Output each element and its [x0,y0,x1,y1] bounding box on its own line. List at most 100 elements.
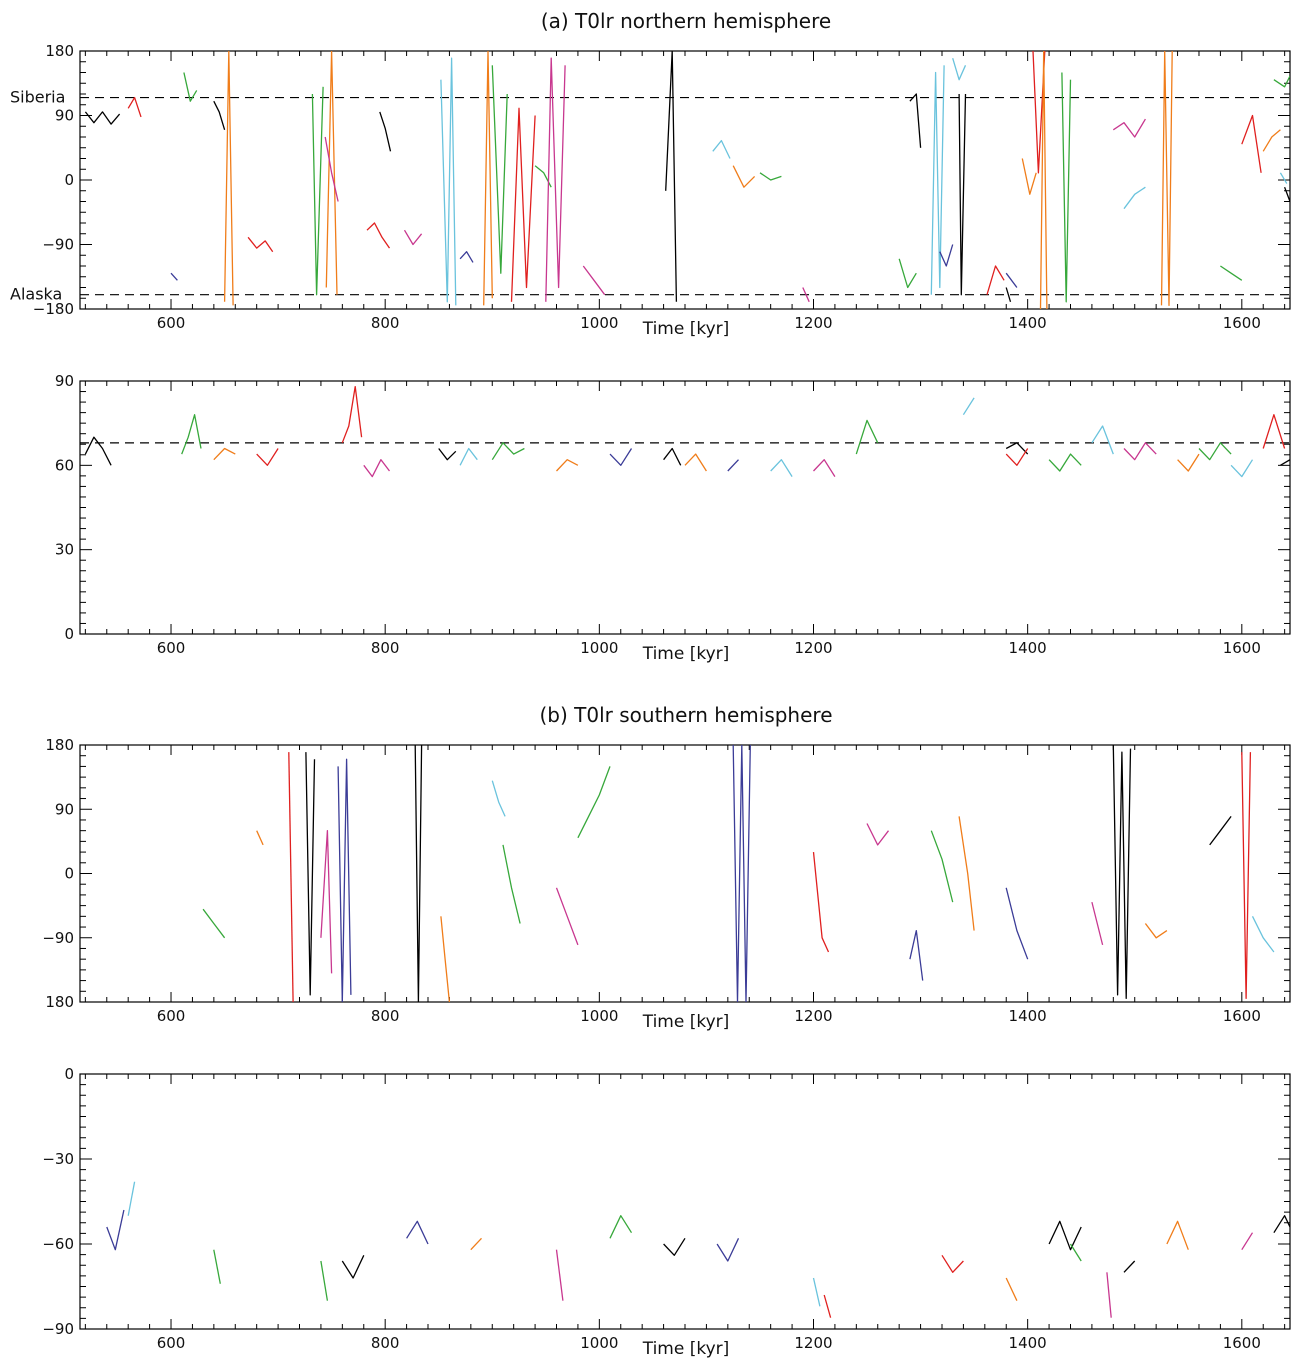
series-line-5 [962,397,975,416]
series-line-6 [727,459,739,472]
series-line-3 [1144,923,1168,939]
series-line-1 [1241,752,1252,1000]
series-line-5 [1251,916,1275,953]
series-line-0 [1005,287,1012,302]
series-line-0 [305,752,316,996]
series-line-6 [1005,887,1029,960]
series-line-5 [770,459,793,477]
series-line-4 [1112,118,1146,138]
series-line-0 [414,745,423,1002]
series-line-4 [1123,442,1157,461]
series-line-6 [939,244,954,267]
series-line-1 [823,1294,832,1318]
series-line-2 [491,65,508,274]
series-line-4 [1241,1232,1254,1251]
x-tick-label: 800 [371,314,400,332]
y-tick-label: 30 [55,541,74,559]
series-line-4 [582,265,606,296]
series-line-1 [127,96,142,118]
series-line-1 [986,265,1005,295]
series-line-5 [1123,186,1146,210]
series-line-3 [684,453,707,472]
series-line-3 [1160,51,1173,307]
series-line-4 [555,887,579,946]
series-line-4 [813,459,836,477]
series-line-3 [1262,129,1281,152]
panel-b-longitude: 600 800 1000 1200 1400 1600 Time [kyr] 180 90 0 −9… [42,736,1291,1032]
x-tick-label: 1200 [794,1334,832,1352]
series-line-3 [256,830,264,846]
x-tick-label: 1000 [580,1007,618,1025]
y-tick-label: 0 [64,1065,74,1083]
series-line-3 [958,816,975,931]
y-tick-label: −90 [42,1320,74,1338]
series-line-4 [545,57,566,302]
series-line-2 [1048,453,1082,472]
series-line-4 [324,136,339,202]
series-line-2 [930,830,954,903]
y-tick-label: 180 [45,993,74,1011]
series-line-0 [1280,459,1290,466]
series-line-0 [379,111,392,152]
series-line-0 [1209,816,1232,846]
series-line-6 [732,745,751,1002]
series-line-6 [1005,272,1018,288]
series-line-0 [663,1237,686,1256]
x-axis-label: Time [kyr] [642,319,730,339]
x-tick-label: 600 [157,314,186,332]
series-group [84,51,1290,309]
series-line-5 [127,1181,136,1216]
reference-label: Siberia [10,88,65,107]
panel-a-latitude: 600 800 1000 1200 1400 1600 Time [kyr] 90 60 30 0 [55,372,1291,664]
series-line-3 [1039,51,1048,309]
series-line-0 [213,100,226,130]
series-line-4 [1106,1272,1112,1318]
x-axis-label: Time [kyr] [642,1339,730,1359]
series-line-6 [406,1220,429,1245]
x-tick-label: 1200 [794,1007,832,1025]
y-tick-label: 90 [55,800,74,818]
series-line-2 [1061,72,1072,303]
series-line-3 [1166,1220,1189,1250]
series-line-0 [665,51,678,302]
series-line-5 [459,447,478,466]
plot-frame [79,50,1291,310]
series-line-6 [716,1238,740,1262]
series-group [202,745,1275,1002]
series-line-6 [459,251,474,263]
panel-a-title: (a) T0lr northern hemisphere [541,9,831,33]
series-line-0 [909,93,922,148]
x-tick-label: 1400 [1009,639,1047,657]
series-line-2 [1069,1243,1082,1262]
x-tick-label: 1400 [1009,314,1047,332]
series-line-0 [341,1255,365,1279]
series-line-1 [1005,448,1029,466]
y-tick-label: 90 [55,107,74,125]
y-tick-label: 0 [64,865,74,883]
series-line-2 [759,172,782,181]
series-line-4 [1091,901,1104,946]
y-tick-label: −90 [42,929,74,947]
series-line-1 [366,222,391,249]
series-line-5 [930,65,945,295]
x-axis-label: Time [kyr] [642,1012,730,1032]
y-tick-label: −180 [33,300,74,318]
x-tick-label: 600 [157,1334,186,1352]
series-line-5 [1230,459,1254,478]
y-tick-label: −90 [42,236,74,254]
plot-frame [79,380,1291,635]
series-line-2 [855,419,879,455]
y-tick-label: 180 [45,736,74,754]
series-line-4 [363,459,391,478]
panel-a-longitude: 600 800 1000 1200 1400 1600 Time [kyr] 180 90 0 −9… [10,42,1291,339]
series-line-2 [898,258,917,289]
series-line-3 [223,51,234,306]
series-line-0 [84,111,121,125]
series-line-0 [1048,1220,1082,1251]
series-line-2 [502,844,521,924]
series-line-1 [288,752,294,1002]
series-line-5 [1279,172,1288,184]
series-line-5 [712,139,731,159]
series-line-2 [1220,265,1243,281]
